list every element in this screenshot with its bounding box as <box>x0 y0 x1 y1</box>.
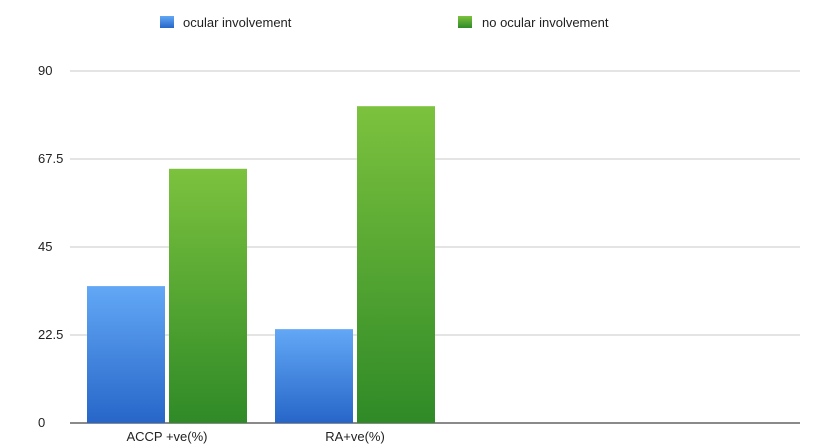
legend-swatch-ocular <box>160 16 174 28</box>
y-tick-label-3: 67.5 <box>38 151 63 166</box>
bars <box>87 106 435 423</box>
x-label-ra: RA+ve(%) <box>325 429 385 444</box>
legend-label-no-ocular: no ocular involvement <box>482 15 609 30</box>
y-tick-label-2: 45 <box>38 239 52 254</box>
y-tick-label-1: 22.5 <box>38 327 63 342</box>
bar-accp-no-ocular <box>169 168 247 423</box>
x-label-accp: ACCP +ve(%) <box>126 429 207 444</box>
bar-accp-ocular <box>87 286 165 423</box>
y-tick-label-0: 0 <box>38 415 45 430</box>
legend: ocular involvement no ocular involvement <box>160 15 609 30</box>
legend-swatch-no-ocular <box>458 16 472 28</box>
y-axis-ticks: 0 22.5 45 67.5 90 <box>38 63 63 430</box>
x-axis-labels: ACCP +ve(%) RA+ve(%) <box>126 429 384 444</box>
bar-ra-ocular <box>275 329 353 423</box>
legend-label-ocular: ocular involvement <box>183 15 292 30</box>
y-tick-label-4: 90 <box>38 63 52 78</box>
bar-ra-no-ocular <box>357 106 435 423</box>
